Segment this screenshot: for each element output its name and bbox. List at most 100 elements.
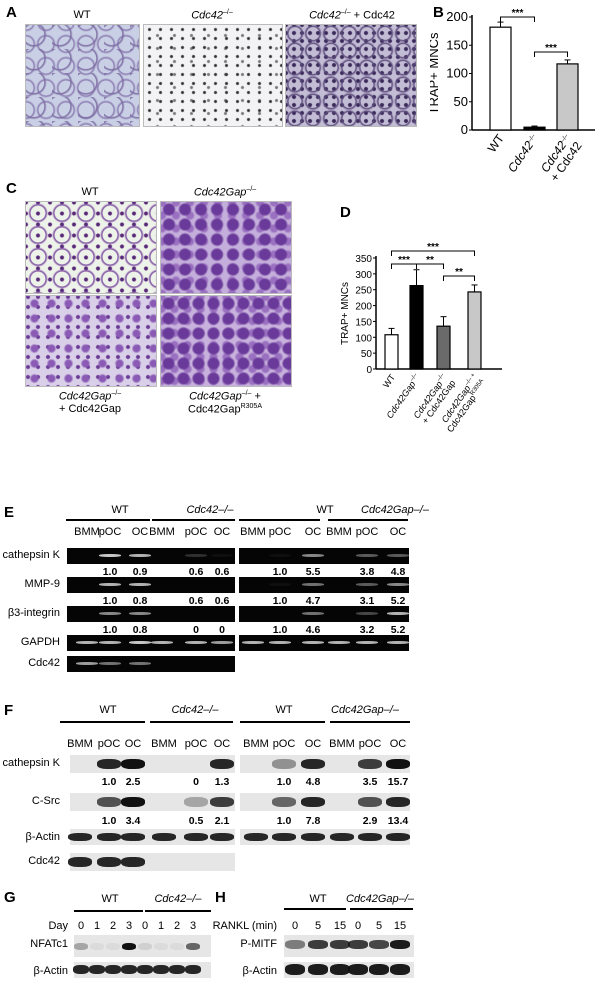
band xyxy=(390,964,410,975)
group-label: WT xyxy=(99,704,117,716)
band xyxy=(348,964,368,975)
band xyxy=(170,943,184,950)
x-tick-label: Cdc42–/– xyxy=(505,131,542,175)
quant-value: 1.3 xyxy=(214,776,230,788)
gel-lane-block xyxy=(67,577,235,593)
quant-value: 0.6 xyxy=(214,566,230,578)
micrograph-c-gap-ko xyxy=(160,201,292,294)
band xyxy=(121,833,145,841)
lane-label: pOC xyxy=(358,738,382,750)
band xyxy=(99,612,121,615)
band xyxy=(210,797,234,807)
row-label: β-Actin xyxy=(25,831,60,843)
lane-label: BMM xyxy=(67,738,93,750)
band xyxy=(97,759,121,769)
group-underline xyxy=(350,908,413,910)
y-tick-label: 100 xyxy=(446,66,468,81)
lane-label: OC xyxy=(304,526,322,538)
lane-label: pOC xyxy=(97,738,121,750)
lane-label: OC xyxy=(131,526,149,538)
micrograph-c-wt xyxy=(25,201,157,294)
lane-label: 5 xyxy=(375,920,383,932)
group-label: WT xyxy=(111,504,129,516)
band xyxy=(185,641,207,644)
lane-label: 5 xyxy=(314,920,322,932)
band xyxy=(122,943,136,950)
band xyxy=(99,641,121,644)
group-label: WT xyxy=(275,704,293,716)
quant-value: 5.2 xyxy=(390,624,406,636)
group-underline xyxy=(74,910,143,912)
micrograph-c-gap-ko-r305a xyxy=(160,295,292,387)
band xyxy=(121,965,137,974)
gel-lane-block xyxy=(239,577,409,593)
lane-label: OC xyxy=(124,738,142,750)
lane-label: BMM xyxy=(243,738,269,750)
quant-value: 1.0 xyxy=(101,776,117,788)
x-tick-label: WT xyxy=(485,131,508,155)
band xyxy=(387,641,409,644)
band xyxy=(151,641,173,644)
band xyxy=(129,612,151,615)
chart-d: 0 50 100 150 200 250 300 350 TRAP+ MNCs WT Cdc42Ga… xyxy=(340,242,502,434)
quant-value: 2.9 xyxy=(362,815,378,827)
row-label: C-Src xyxy=(31,795,60,807)
row-label: Cdc42 xyxy=(28,855,60,867)
panel-label-c: C xyxy=(6,180,17,197)
c-bottom-title-2: Cdc42Gap–/– + Cdc42GapR305A xyxy=(188,390,262,416)
x-tick-label: WT xyxy=(381,372,398,390)
band xyxy=(137,965,153,974)
band xyxy=(73,965,89,974)
quant-value: 4.6 xyxy=(305,624,321,636)
quant-value: 0.9 xyxy=(132,566,148,578)
band xyxy=(106,943,120,950)
band xyxy=(185,965,201,974)
band xyxy=(76,641,98,644)
c-title-wt: WT xyxy=(81,186,99,198)
x-tick-label: Cdc42Gap–/– +Cdc42GapR305A xyxy=(437,372,489,434)
band xyxy=(330,940,350,949)
row-label: Cdc42 xyxy=(28,657,60,669)
panel-label-e: E xyxy=(4,504,15,521)
lane-label: BMM xyxy=(329,738,355,750)
band xyxy=(97,797,121,807)
band xyxy=(99,662,121,665)
y-tick-label: 200 xyxy=(355,302,372,313)
quant-value: 1.0 xyxy=(272,566,288,578)
band xyxy=(302,554,324,557)
band xyxy=(387,554,409,557)
x-tick-label: Cdc42–/–+ Cdc42 xyxy=(537,131,585,184)
a-title-ko: Cdc42–/– xyxy=(191,9,233,22)
quant-value: 1.0 xyxy=(102,624,118,636)
band xyxy=(68,833,92,841)
y-axis-label: TRAP+ MNCs xyxy=(430,32,441,114)
y-tick-label: 250 xyxy=(355,286,372,297)
quant-value: 3.5 xyxy=(362,776,378,788)
panel-label-a: A xyxy=(6,4,17,21)
band xyxy=(302,641,324,644)
gel-lane-block xyxy=(67,548,235,564)
band xyxy=(186,943,200,950)
a-title-rescue: Cdc42–/– + Cdc42 xyxy=(309,9,395,22)
band xyxy=(285,940,305,949)
band xyxy=(386,797,410,807)
band xyxy=(387,583,409,586)
lane-label: BMM xyxy=(74,526,100,538)
band xyxy=(184,797,208,807)
band xyxy=(285,964,305,975)
band xyxy=(302,612,324,615)
quant-value: 2.1 xyxy=(214,815,230,827)
a-title-wt: WT xyxy=(73,9,91,21)
group-underline xyxy=(66,519,150,521)
band xyxy=(356,612,378,615)
lane-label: pOC xyxy=(98,526,122,538)
lane-label: pOC xyxy=(184,526,208,538)
quant-value: 0 xyxy=(219,624,225,636)
quant-value: 15.7 xyxy=(387,776,409,788)
band xyxy=(369,940,389,949)
micrograph-c-gap-ko-gap xyxy=(25,295,157,387)
lane-label: 3 xyxy=(125,920,133,932)
band xyxy=(301,833,325,841)
band xyxy=(74,943,88,950)
significance-label: ** xyxy=(426,255,434,266)
